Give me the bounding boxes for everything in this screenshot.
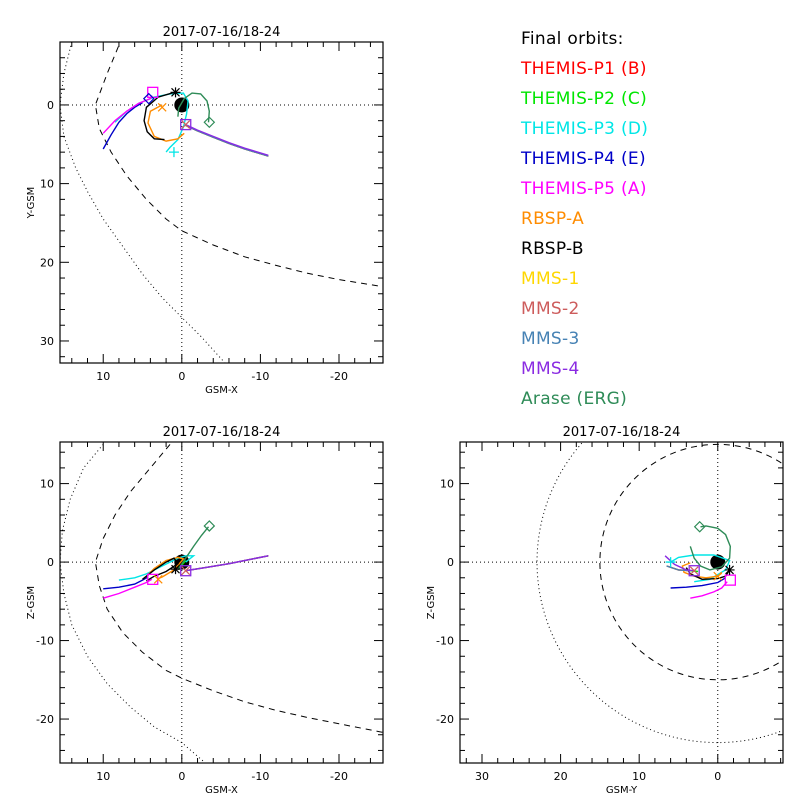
legend-entry: THEMIS-P4 (E) — [521, 149, 646, 169]
legend-entry: MMS-4 — [521, 359, 580, 379]
legend-entry: THEMIS-P1 (B) — [521, 59, 647, 79]
orbit-themis-p4-e — [102, 102, 143, 150]
marker-diamond — [203, 116, 216, 129]
marker-x — [181, 120, 191, 130]
panel-title: 2017-07-16/18-24 — [163, 425, 281, 440]
legend: Final orbits: THEMIS-P1 (B) THEMIS-P2 (C)… — [521, 24, 648, 414]
y-tick-label: 0 — [47, 556, 54, 569]
panel-top-left: 10 0 -10 -20 0 10 20 30 2017-07-16/18-24 GSM-X Y-G… — [26, 25, 384, 396]
y-tick-label: -10 — [436, 635, 454, 648]
axes-frame — [59, 441, 384, 764]
x-tick-label: 20 — [554, 770, 568, 783]
legend-entry: RBSP-A — [521, 209, 585, 229]
marker-plus — [665, 557, 676, 568]
panel-title: 2017-07-16/18-24 — [163, 25, 281, 40]
legend-entry: Arase (ERG) — [521, 389, 628, 409]
x-axis-label: GSM-Y — [606, 785, 638, 796]
x-tick-label: 10 — [632, 770, 646, 783]
x-tick-label: -10 — [251, 770, 269, 783]
orbit-mms-4 — [664, 555, 695, 572]
marker-square — [724, 574, 736, 586]
y-tick-label: 20 — [40, 256, 54, 269]
y-axis-label: Y-GSM — [26, 187, 37, 220]
legend-entry: THEMIS-P3 (D) — [521, 119, 649, 139]
marker-square — [180, 118, 192, 131]
marker-x — [181, 566, 191, 576]
panel-title: 2017-07-16/18-24 — [563, 425, 681, 440]
x-tick-label: 10 — [96, 770, 110, 783]
y-tick-label: 10 — [440, 478, 454, 491]
orbit-rbsp-a — [147, 104, 185, 142]
panel-bottom-left: 10 0 -10 -20 10 0 -10 -20 2017-07-16/18-24 GSM-X Z… — [26, 425, 384, 796]
x-tick-label: 0 — [178, 370, 185, 383]
marker-plus — [168, 147, 179, 158]
y-tick-label: 30 — [40, 335, 54, 348]
orbit-rbsp-a — [144, 556, 185, 580]
orbit-mms-3 — [185, 124, 269, 157]
magnetopause-boundary — [94, 42, 383, 288]
axes-frame — [59, 41, 384, 364]
y-tick-label: 0 — [447, 556, 454, 569]
orbit-themis-p5-a — [102, 95, 153, 134]
legend-entry: MMS-2 — [521, 299, 580, 319]
x-axis-label: GSM-X — [205, 385, 238, 396]
legend-title: Final orbits: — [521, 29, 624, 49]
marker-x — [713, 571, 723, 581]
marker-asterisk — [170, 87, 181, 98]
y-tick-label: 10 — [40, 178, 54, 191]
plot-area — [60, 442, 383, 763]
marker-asterisk — [170, 564, 181, 575]
magnetopause-boundary — [94, 444, 383, 733]
orbit-arase-erg — [689, 525, 732, 571]
marker-diamond — [693, 520, 706, 533]
y-tick-label: 10 — [40, 478, 54, 491]
marker-x — [153, 574, 163, 584]
panel-bottom-right: 30 20 10 0 10 0 -10 -20 2017-07-16/18-24 GSM-Y Z-G… — [426, 425, 784, 796]
axes-frame — [459, 441, 784, 764]
marker-x — [157, 102, 167, 112]
marker-diamond — [142, 92, 155, 105]
orbit-arase-erg — [177, 92, 211, 123]
x-tick-label: -20 — [330, 770, 348, 783]
orbit-mms-4 — [185, 555, 269, 572]
orbit-rbsp-b — [142, 557, 179, 582]
x-tick-label: 10 — [96, 370, 110, 383]
legend-entry: THEMIS-P2 (C) — [521, 89, 648, 109]
y-tick-label: -20 — [436, 713, 454, 726]
y-tick-label: -10 — [36, 635, 54, 648]
marker-x — [689, 566, 699, 576]
bow-shock-boundary — [60, 444, 206, 763]
marker-square — [180, 565, 192, 577]
x-tick-label: 0 — [178, 770, 185, 783]
y-tick-label: -20 — [36, 713, 54, 726]
bow-shock-boundary — [60, 42, 226, 363]
orbit-themis-p4-e — [103, 576, 149, 590]
orbit-mms-4 — [185, 123, 269, 156]
marker-square — [688, 565, 700, 577]
x-axis-label: GSM-X — [205, 785, 238, 796]
marker-asterisk — [724, 564, 735, 575]
x-tick-label: 0 — [714, 770, 721, 783]
legend-entry: RBSP-B — [521, 239, 584, 259]
marker-diamond — [203, 520, 216, 532]
y-axis-label: Z-GSM — [426, 586, 437, 619]
orbit-arase-erg — [177, 526, 210, 571]
y-tick-label: 0 — [47, 99, 54, 112]
x-tick-label: -20 — [330, 370, 348, 383]
x-tick-label: 30 — [475, 770, 489, 783]
orbit-themis-p4-e — [670, 577, 726, 589]
marker-square — [147, 86, 159, 99]
x-tick-label: -10 — [251, 370, 269, 383]
legend-entry: MMS-1 — [521, 269, 580, 289]
plot-area — [60, 42, 383, 363]
orbit-themis-p3-d — [118, 555, 196, 581]
y-axis-label: Z-GSM — [26, 586, 37, 619]
legend-entry: MMS-3 — [521, 329, 580, 349]
legend-entry: THEMIS-P5 (A) — [521, 179, 647, 199]
orbit-themis-p3-d — [670, 554, 731, 583]
orbit-themis-p5-a — [690, 581, 728, 599]
magnetopause-boundary — [599, 443, 783, 681]
